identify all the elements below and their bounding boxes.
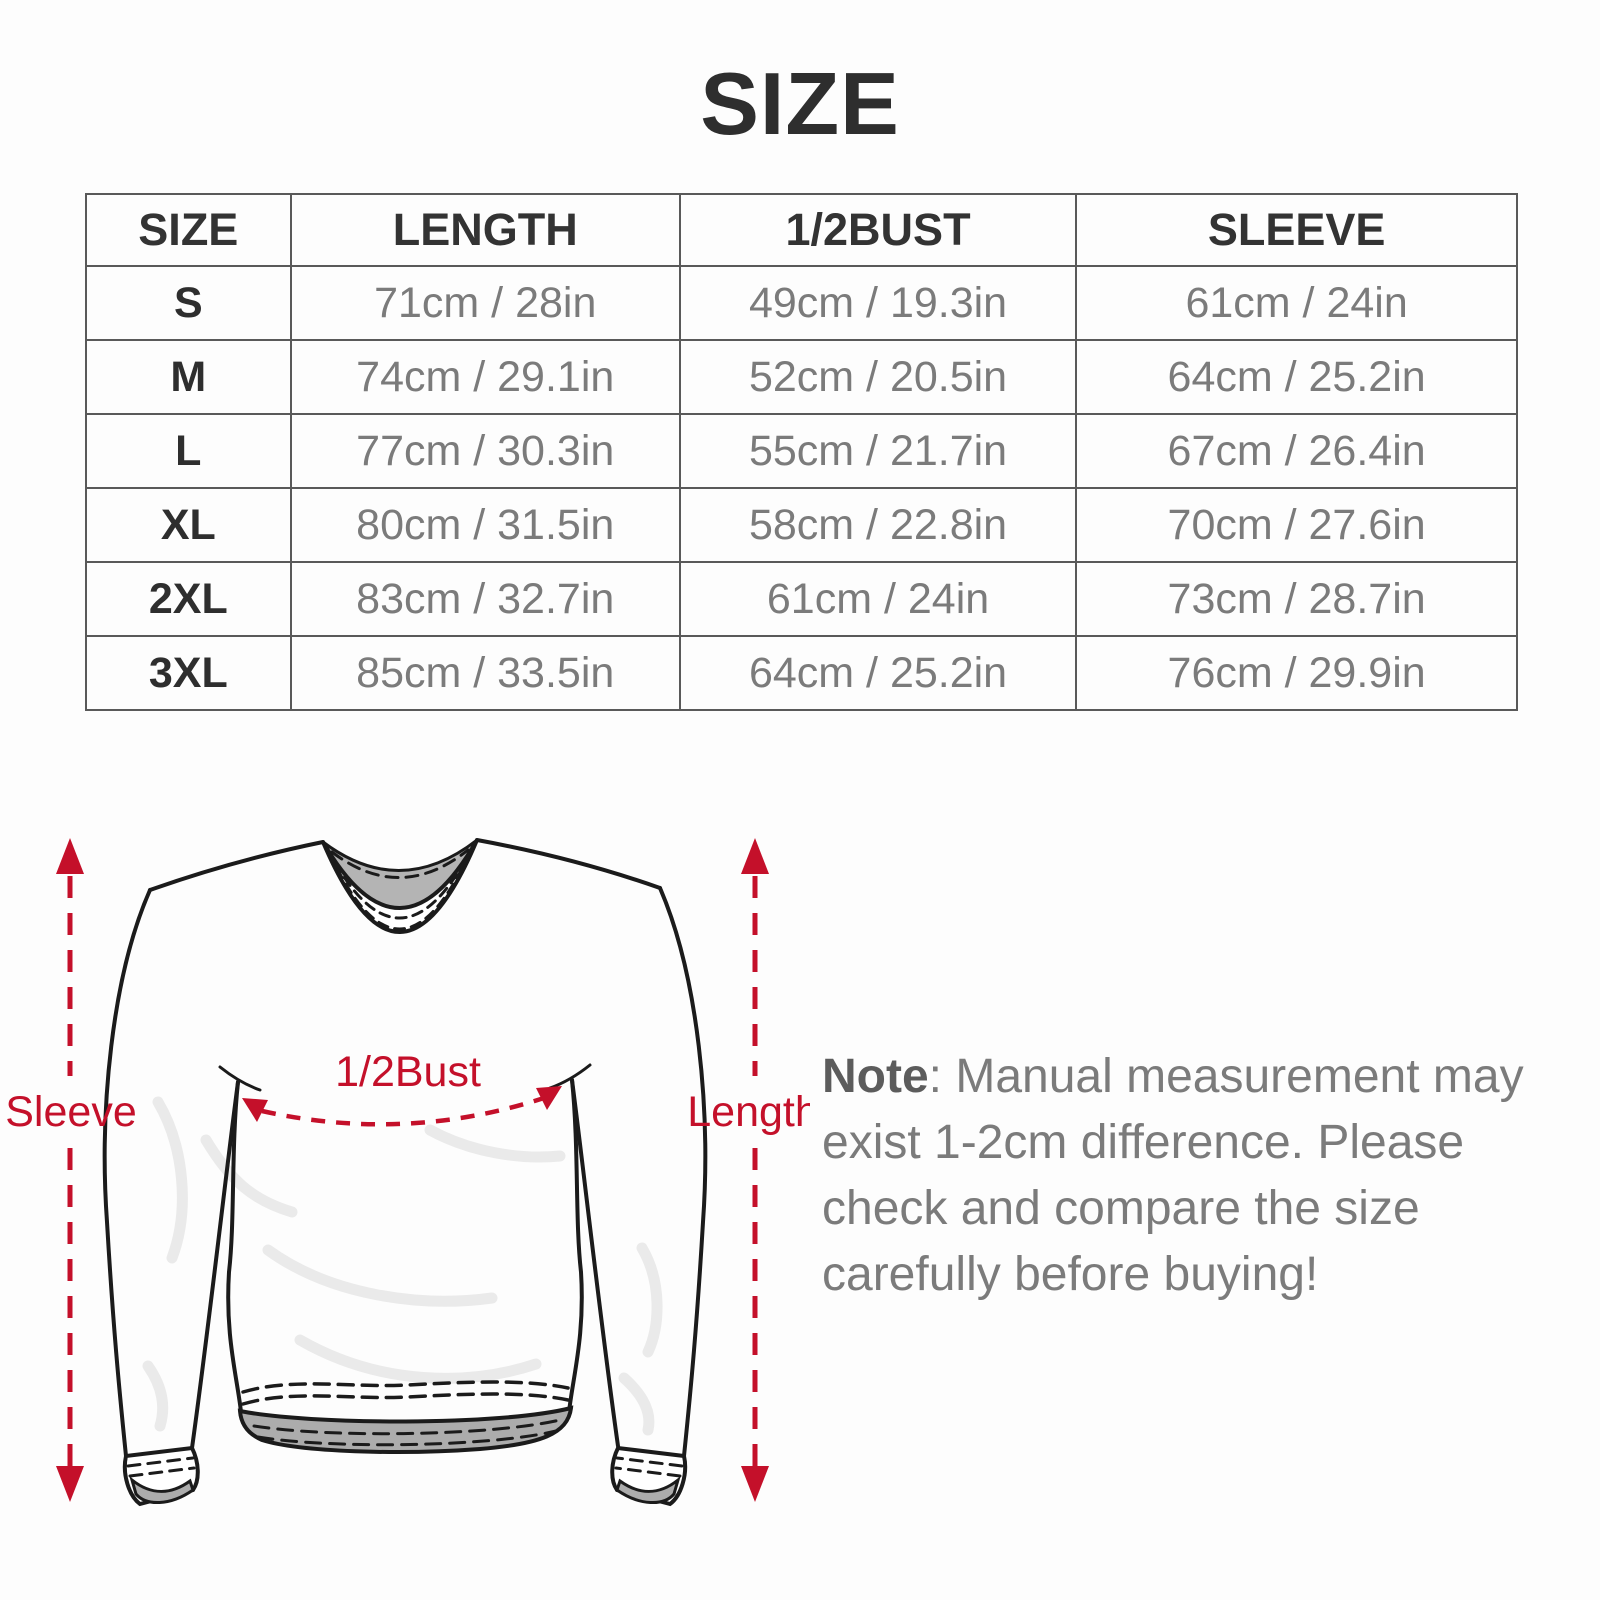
arrow-up-icon bbox=[741, 838, 769, 874]
bust-cell: 61cm / 24in bbox=[678, 561, 1078, 637]
table-row-xl: XL 80cm / 31.5in 58cm / 22.8in 70cm / 27… bbox=[85, 487, 1518, 563]
length-arrow: Length bbox=[687, 838, 810, 1502]
size-cell: S bbox=[85, 265, 292, 341]
size-table: SIZE LENGTH 1/2BUST SLEEVE S 71cm / 28in… bbox=[85, 193, 1518, 711]
size-cell: L bbox=[85, 413, 292, 489]
left-sleeve-inner bbox=[190, 1080, 240, 1450]
note-line: carefully before buying! bbox=[822, 1248, 1319, 1301]
sleeve-cell: 70cm / 27.6in bbox=[1075, 487, 1518, 563]
note-line: exist 1-2cm difference. Please bbox=[822, 1116, 1465, 1169]
left-shoulder-seam bbox=[148, 840, 325, 892]
page-title: SIZE bbox=[700, 54, 900, 153]
shirt-outline bbox=[102, 838, 708, 1458]
fold-shadows bbox=[142, 1096, 663, 1436]
torso-right-edge bbox=[567, 1078, 584, 1414]
col-header-length: LENGTH bbox=[289, 193, 681, 267]
sleeve-cell: 67cm / 26.4in bbox=[1075, 413, 1518, 489]
note-label: Note bbox=[822, 1050, 929, 1103]
collar-band bbox=[321, 839, 479, 934]
sleeve-cell: 73cm / 28.7in bbox=[1075, 561, 1518, 637]
arrow-left-icon bbox=[242, 1098, 268, 1122]
note-text: Note: Manual measurement may exist 1-2cm… bbox=[822, 1044, 1532, 1308]
length-label: Length bbox=[687, 1088, 810, 1136]
left-cuff bbox=[122, 1445, 200, 1507]
sleeve-cell: 76cm / 29.9in bbox=[1075, 635, 1518, 711]
arrow-up-icon bbox=[56, 838, 84, 874]
col-header-bust: 1/2BUST bbox=[678, 193, 1078, 267]
right-sleeve-inner bbox=[570, 1078, 620, 1448]
table-row-2xl: 2XL 83cm / 32.7in 61cm / 24in 73cm / 28.… bbox=[85, 561, 1518, 637]
arrow-down-icon bbox=[741, 1466, 769, 1502]
bust-cell: 55cm / 21.7in bbox=[678, 413, 1078, 489]
sleeve-arrow: Sleeve bbox=[5, 838, 137, 1502]
bust-cell: 58cm / 22.8in bbox=[678, 487, 1078, 563]
shirt-measurement-diagram: Sleeve Length 1/2Bust bbox=[5, 838, 810, 1507]
arrow-right-icon bbox=[536, 1086, 562, 1110]
bust-label: 1/2Bust bbox=[335, 1048, 481, 1096]
note-line-rest: : Manual measurement may bbox=[928, 1050, 1524, 1103]
length-cell: 77cm / 30.3in bbox=[289, 413, 681, 489]
table-row-m: M 74cm / 29.1in 52cm / 20.5in 64cm / 25.… bbox=[85, 339, 1518, 415]
size-cell: 3XL bbox=[85, 635, 292, 711]
col-header-sleeve: SLEEVE bbox=[1075, 193, 1518, 267]
right-shoulder-seam bbox=[475, 838, 662, 890]
sleeve-label: Sleeve bbox=[5, 1088, 136, 1136]
left-sleeve-outer bbox=[102, 888, 152, 1458]
sleeve-cell: 64cm / 25.2in bbox=[1075, 339, 1518, 415]
table-row-l: L 77cm / 30.3in 55cm / 21.7in 67cm / 26.… bbox=[85, 413, 1518, 489]
bust-cell: 49cm / 19.3in bbox=[678, 265, 1078, 341]
bust-cell: 52cm / 20.5in bbox=[678, 339, 1078, 415]
sleeve-cell: 61cm / 24in bbox=[1075, 265, 1518, 341]
table-row-3xl: 3XL 85cm / 33.5in 64cm / 25.2in 76cm / 2… bbox=[85, 635, 1518, 711]
table-row-s: S 71cm / 28in 49cm / 19.3in 61cm / 24in bbox=[85, 265, 1518, 341]
bust-arrow: 1/2Bust bbox=[242, 1048, 562, 1127]
length-cell: 85cm / 33.5in bbox=[289, 635, 681, 711]
length-cell: 80cm / 31.5in bbox=[289, 487, 681, 563]
right-sleeve-outer bbox=[658, 886, 708, 1458]
size-cell: M bbox=[85, 339, 292, 415]
size-cell: XL bbox=[85, 487, 292, 563]
bust-cell: 64cm / 25.2in bbox=[678, 635, 1078, 711]
note-line: check and compare the size bbox=[822, 1182, 1420, 1235]
table-header-row: SIZE LENGTH 1/2BUST SLEEVE bbox=[85, 193, 1518, 267]
length-cell: 83cm / 32.7in bbox=[289, 561, 681, 637]
collar bbox=[321, 838, 479, 934]
arrow-down-icon bbox=[56, 1466, 84, 1502]
size-cell: 2XL bbox=[85, 561, 292, 637]
torso-left-edge bbox=[226, 1080, 243, 1414]
right-cuff bbox=[610, 1445, 688, 1507]
length-cell: 71cm / 28in bbox=[289, 265, 681, 341]
hem bbox=[237, 1380, 574, 1454]
length-cell: 74cm / 29.1in bbox=[289, 339, 681, 415]
col-header-size: SIZE bbox=[85, 193, 292, 267]
note-line: Note: Manual measurement may bbox=[822, 1044, 1532, 1110]
